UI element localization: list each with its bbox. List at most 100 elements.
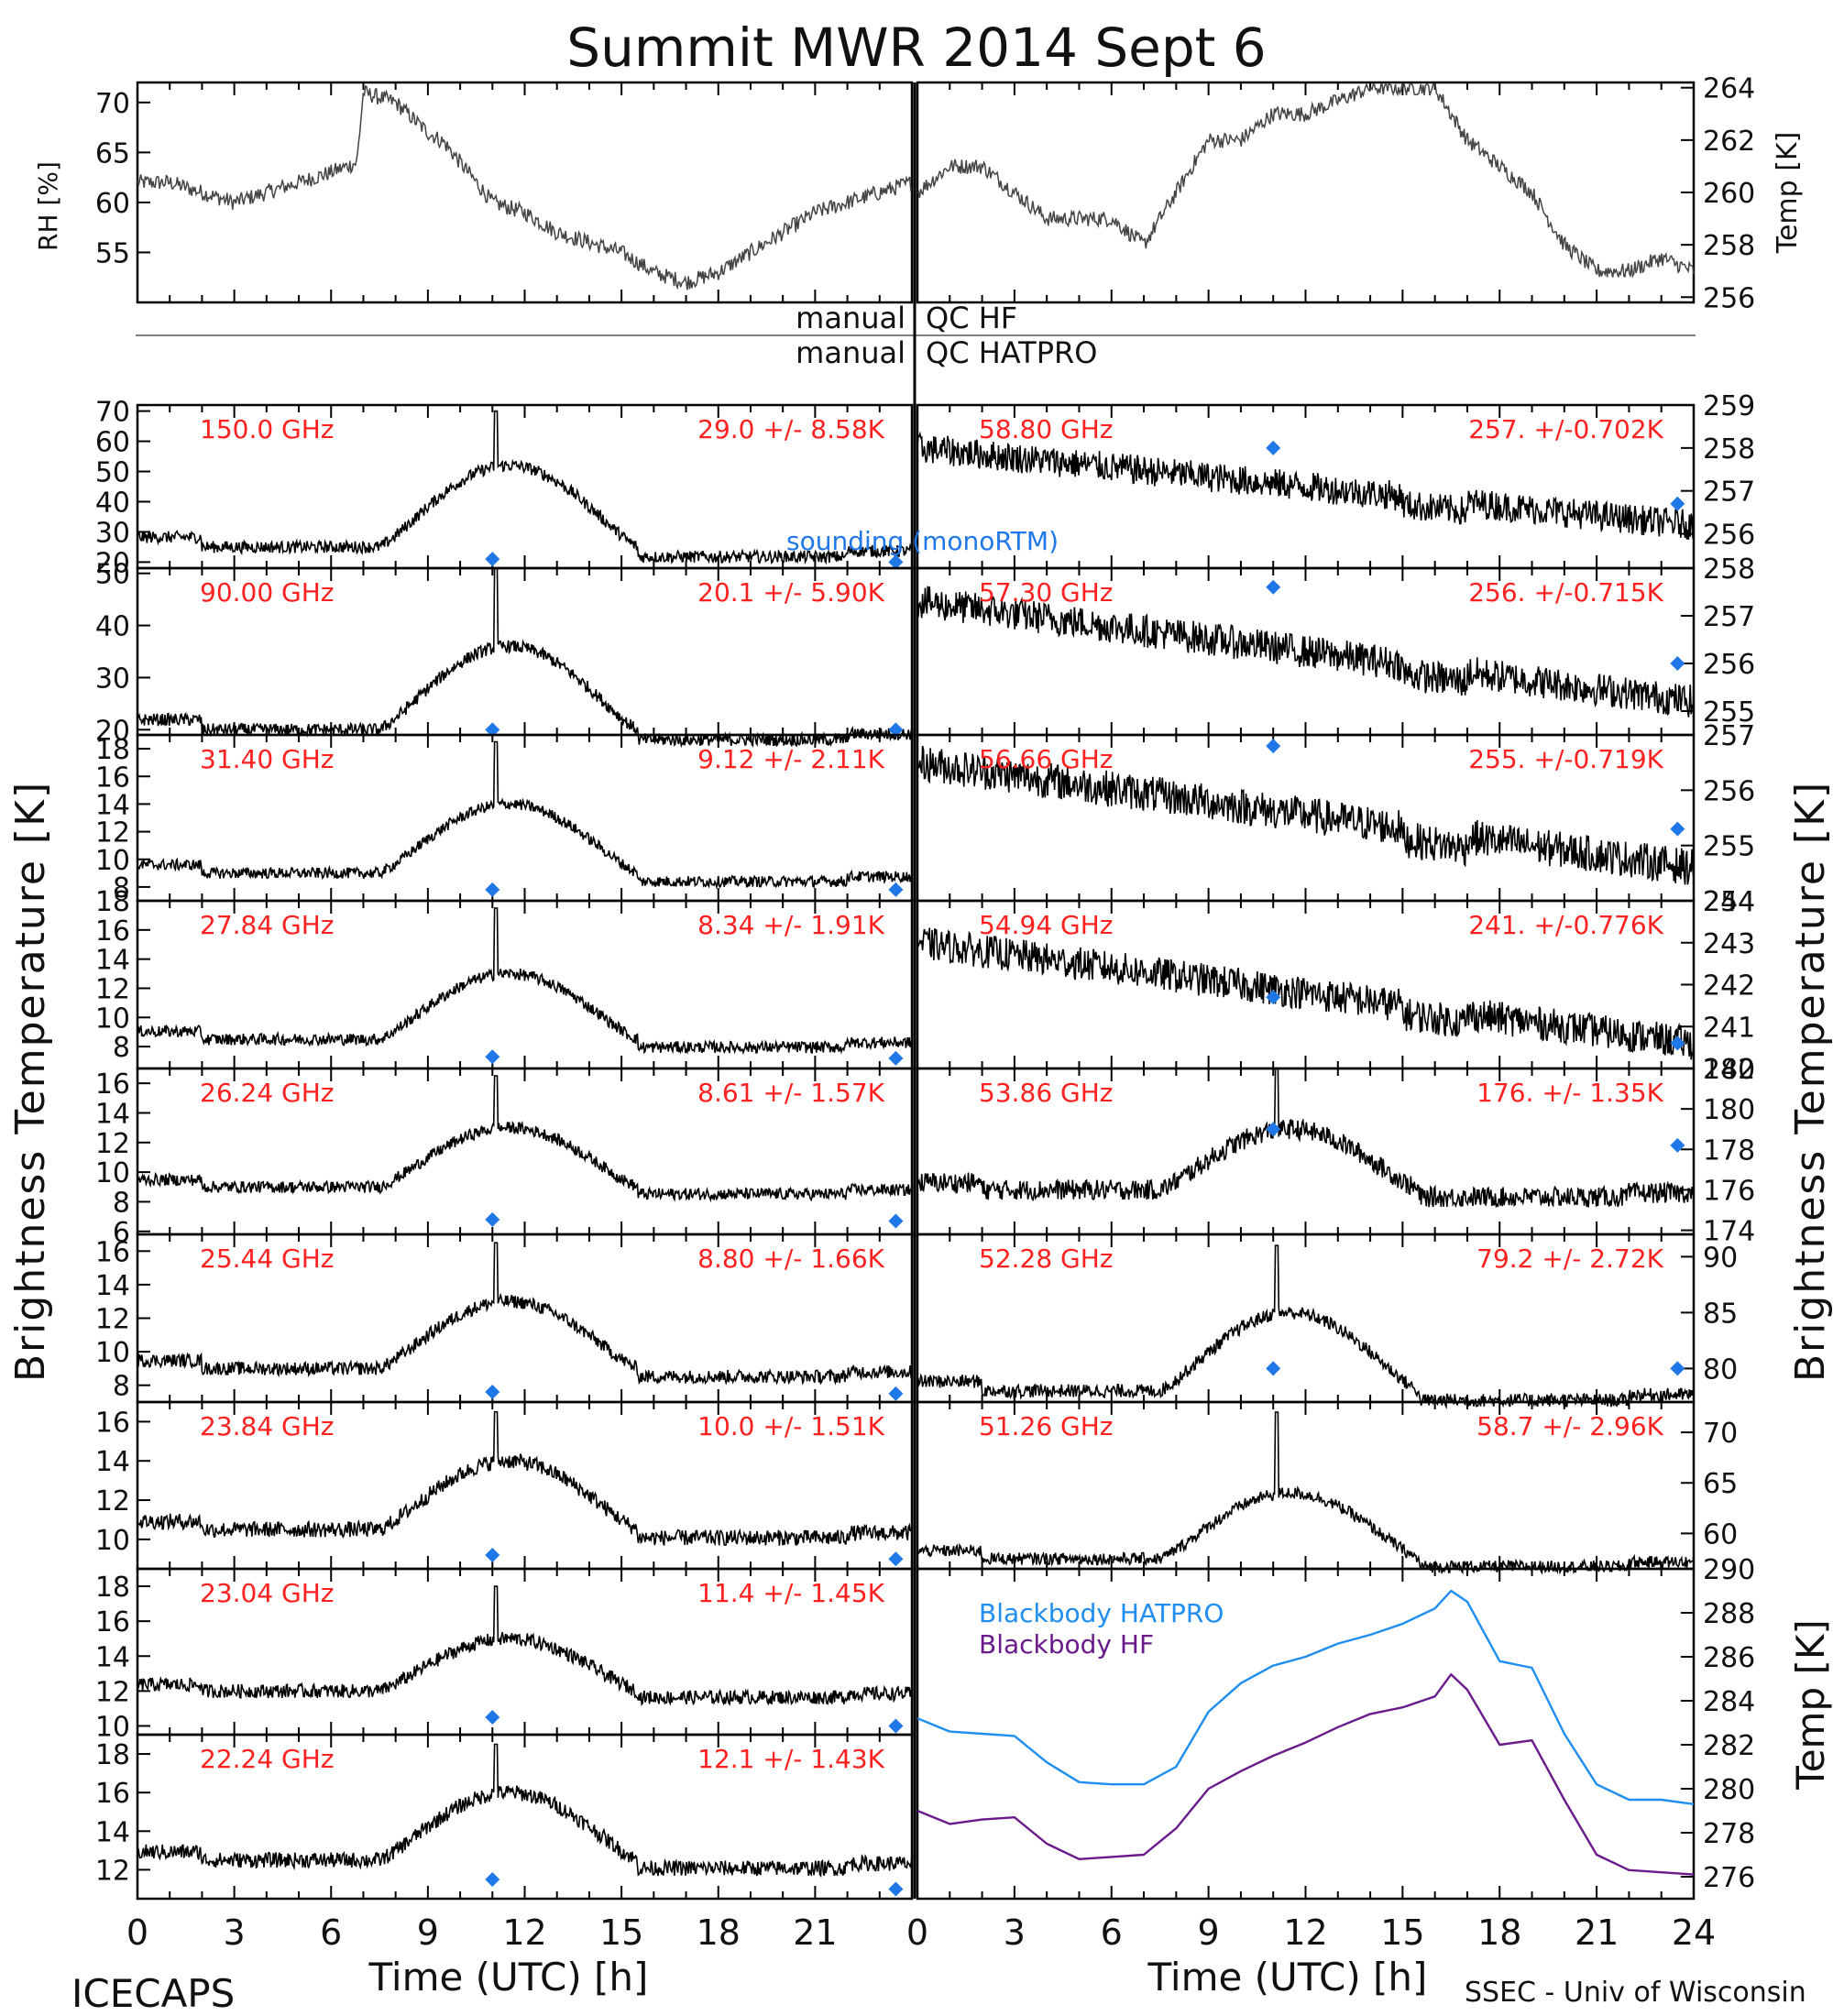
channel-freq-label: 90.00 GHz	[200, 577, 335, 608]
sounding-marker	[888, 722, 904, 738]
channel-left-axis-ytick-label: 16	[95, 1407, 130, 1439]
channel-left-axis-ytick-label: 16	[95, 761, 130, 794]
channel-right-axis-ytick-label: 180	[1703, 1094, 1755, 1126]
channel-stat-label: 79.2 +/- 2.72K	[1476, 1244, 1663, 1274]
channel-left-axis-ytick-label: 10	[95, 1711, 130, 1743]
channel-left-axis-ytick-label: 8	[113, 1371, 130, 1403]
channel-left-axis-ytick-label: 12	[95, 973, 130, 1005]
x-tick-label: 21	[1575, 1912, 1619, 1953]
channel-left-axis-ytick-label: 50	[95, 559, 130, 591]
channel-freq-label: 26.24 GHz	[200, 1078, 335, 1108]
blackbody-hf-line	[916, 1673, 1695, 1876]
channel-freq-label: 23.04 GHz	[200, 1578, 335, 1608]
channel-trace-left	[137, 410, 913, 565]
channel-right-axis-ytick-label: 240	[1703, 1054, 1755, 1086]
sounding-marker	[888, 1213, 904, 1229]
channel-right-axis-ytick-label: 255	[1703, 831, 1755, 863]
channel-right-axis-ytick-label: 174	[1703, 1216, 1755, 1248]
x-tick-label: 9	[417, 1912, 439, 1953]
channel-right-axis-ytick-label: 241	[1703, 1012, 1755, 1044]
channel-right-axis-ytick-label: 85	[1703, 1298, 1738, 1330]
channel-left-axis-ytick-label: 14	[95, 945, 130, 977]
channel-left-axis-ytick-label: 18	[95, 886, 130, 918]
channel-left-axis-ytick-label: 10	[95, 845, 130, 877]
sounding-marker	[1670, 496, 1685, 511]
sounding-marker	[1670, 656, 1685, 671]
channel-right-axis-ytick-label: 178	[1703, 1134, 1755, 1167]
channel-right-axis-ytick-label: 65	[1703, 1468, 1738, 1500]
x-tick-label: 15	[1380, 1912, 1424, 1953]
sounding-marker	[888, 554, 904, 570]
sounding-marker	[485, 552, 500, 567]
sounding-marker	[1266, 1122, 1281, 1137]
sounding-marker	[1266, 1361, 1281, 1376]
channel-stat-label: 176. +/- 1.35K	[1476, 1078, 1663, 1108]
blackbody-axis-ytick-label: 280	[1703, 1774, 1755, 1806]
qc-right-1: QC HF	[926, 301, 1017, 335]
channel-freq-label: 53.86 GHz	[979, 1078, 1114, 1108]
sounding-marker	[485, 1871, 500, 1887]
channel-left-axis-ytick-label: 8	[113, 1187, 130, 1219]
sounding-marker	[485, 882, 500, 897]
rh-axis-ytick-label: 60	[95, 188, 130, 220]
channel-left-axis-ytick-label: 14	[95, 1098, 130, 1130]
channel-left-axis-ytick-label: 16	[95, 1236, 130, 1268]
channel-trace-left	[137, 1075, 913, 1203]
blackbody-axis-ytick-label: 276	[1703, 1862, 1755, 1894]
x-axis-title-right: Time (UTC) [h]	[1147, 1955, 1428, 2000]
channel-freq-label: 58.80 GHz	[979, 414, 1114, 444]
channel-left-axis-ytick-label: 14	[95, 789, 130, 821]
footer-left: ICECAPS	[71, 1971, 235, 2016]
channel-trace-left	[137, 1743, 913, 1879]
channel-trace-right	[916, 927, 1695, 1060]
temp-axis-ytick-label: 258	[1703, 230, 1755, 262]
channel-left-axis-ytick-label: 12	[95, 1304, 130, 1336]
x-tick-label: 24	[1672, 1912, 1716, 1953]
channel-left-axis-ytick-label: 18	[95, 1572, 130, 1604]
sounding-marker	[485, 1049, 500, 1065]
channel-left-axis-ytick-label: 10	[95, 1337, 130, 1369]
sounding-marker	[485, 722, 500, 738]
channel-right-axis-ytick-label: 176	[1703, 1175, 1755, 1207]
channel-left-axis-ytick-label: 8	[113, 872, 130, 904]
channel-left-axis-ytick-label: 8	[113, 1032, 130, 1064]
channel-left-axis-ytick-label: 30	[95, 663, 130, 695]
x-tick-label: 15	[599, 1912, 643, 1953]
channel-stat-label: 255. +/-0.719K	[1468, 744, 1663, 774]
rh-axis-ytick-label: 65	[95, 137, 130, 170]
channel-left-axis-ytick-label: 30	[95, 517, 130, 549]
x-tick-label: 9	[1198, 1912, 1220, 1953]
temp-axis-ytick-label: 264	[1703, 73, 1755, 105]
channel-left-axis-ytick-label: 12	[95, 1128, 130, 1160]
sounding-marker	[485, 1211, 500, 1227]
channel-right-axis-ytick-label: 244	[1703, 886, 1755, 918]
x-tick-label: 3	[1004, 1912, 1026, 1953]
rh-trace	[137, 84, 913, 290]
temp-axis-ytick-label: 260	[1703, 178, 1755, 210]
blackbody-axis-ytick-label: 284	[1703, 1686, 1755, 1718]
x-tick-label: 12	[502, 1912, 546, 1953]
channel-left-axis-ytick-label: 14	[95, 1816, 130, 1848]
channel-left-axis-ytick-label: 10	[95, 1003, 130, 1035]
channel-trace-left	[137, 1410, 913, 1547]
rh-axis-ytick-label: 55	[95, 237, 130, 269]
channel-stat-label: 257. +/-0.702K	[1468, 414, 1663, 444]
channel-left-axis-ytick-label: 12	[95, 1676, 130, 1708]
channel-left-axis-ytick-label: 60	[95, 427, 130, 459]
sounding-marker	[888, 1881, 904, 1897]
temp-trace	[916, 82, 1695, 279]
temp-top-axis-title: Temp [K]	[1772, 132, 1804, 255]
channel-trace-left	[137, 1585, 913, 1707]
x-tick-label: 18	[697, 1912, 741, 1953]
channel-trace-right	[916, 745, 1695, 885]
sounding-marker	[888, 1050, 904, 1066]
sounding-marker	[1266, 440, 1281, 455]
temp-axis-ytick-label: 256	[1703, 282, 1755, 314]
channel-stat-label: 8.34 +/- 1.91K	[697, 910, 884, 940]
channel-left-axis-ytick-label: 40	[95, 487, 130, 519]
channel-left-axis-ytick-label: 18	[95, 734, 130, 766]
footer-right: SSEC - Univ of Wisconsin	[1465, 1977, 1806, 2009]
channel-left-axis-ytick-label: 14	[95, 1270, 130, 1302]
qc-right-2: QC HATPRO	[926, 335, 1097, 370]
